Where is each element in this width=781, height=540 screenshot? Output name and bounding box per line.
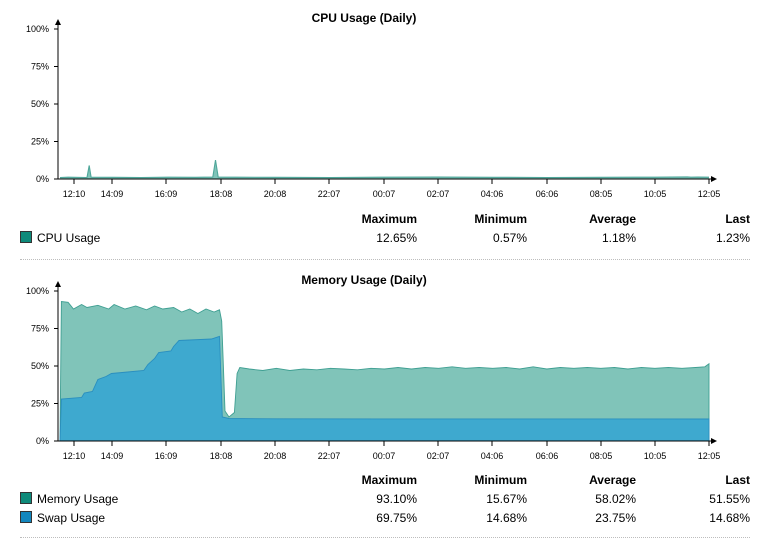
x-tick-label: 20:08: [264, 451, 287, 461]
cpu-stats-table: Maximum Minimum Average Last CPU Usage 1…: [20, 212, 750, 250]
y-tick-label: 25%: [31, 137, 49, 147]
section-divider: [20, 259, 750, 260]
y-tick-label: 0%: [36, 436, 49, 446]
memory-chart-title: Memory Usage (Daily): [301, 273, 426, 287]
x-tick-label: 12:05: [698, 189, 721, 199]
legend-swatch: [20, 511, 32, 523]
y-axis-arrow: [55, 19, 61, 25]
legend-swatch: [20, 231, 32, 243]
value-minimum: 14.68%: [486, 511, 527, 525]
stats-header-row: Maximum Minimum Average Last: [20, 212, 750, 231]
section-divider: [20, 537, 750, 538]
cpu-usage-chart: CPU Usage (Daily) 100% 75% 50% 25% 0% 12:10 14:…: [26, 11, 721, 199]
x-tick-label: 08:05: [590, 189, 613, 199]
y-tick-label: 25%: [31, 399, 49, 409]
value-average: 58.02%: [595, 492, 636, 506]
value-average: 23.75%: [595, 511, 636, 525]
value-last: 14.68%: [709, 511, 750, 525]
value-average: 1.18%: [601, 231, 636, 245]
x-tick-label: 00:07: [373, 451, 396, 461]
col-maximum-header: Maximum: [361, 212, 417, 226]
legend-swap-usage: Swap Usage: [20, 511, 105, 525]
x-tick-label: 20:08: [264, 189, 287, 199]
x-tick-label: 06:06: [536, 451, 559, 461]
value-minimum: 15.67%: [486, 492, 527, 506]
x-tick-label: 12:10: [63, 451, 86, 461]
x-tick-label: 18:08: [210, 451, 233, 461]
x-axis-arrow: [711, 438, 717, 444]
y-tick-label: 100%: [26, 286, 49, 296]
x-tick-label: 08:05: [590, 451, 613, 461]
y-tick-label: 100%: [26, 24, 49, 34]
stats-row-swap-usage: Swap Usage 69.75% 14.68% 23.75% 14.68%: [20, 511, 750, 530]
y-axis-arrow: [55, 281, 61, 287]
series-line-cpu-usage: [59, 160, 710, 179]
x-tick-label: 10:05: [644, 451, 667, 461]
col-last-header: Last: [725, 212, 750, 226]
stats-row-memory-usage: Memory Usage 93.10% 15.67% 58.02% 51.55%: [20, 492, 750, 511]
legend-label: Swap Usage: [37, 511, 106, 525]
x-tick-label: 06:06: [536, 189, 559, 199]
x-tick-label: 00:07: [373, 189, 396, 199]
x-tick-label: 16:09: [155, 451, 178, 461]
legend-cpu-usage: CPU Usage: [20, 231, 100, 245]
memory-usage-chart: Memory Usage (Daily) 100% 75% 50% 25% 0% 12:10…: [26, 273, 721, 461]
y-tick-label: 75%: [31, 62, 49, 72]
memory-stats-table: Maximum Minimum Average Last Memory Usag…: [20, 473, 750, 530]
x-tick-label: 18:08: [210, 189, 233, 199]
col-last-header: Last: [725, 473, 750, 487]
y-tick-label: 0%: [36, 174, 49, 184]
value-maximum: 93.10%: [376, 492, 417, 506]
value-last: 51.55%: [709, 492, 750, 506]
x-tick-label: 10:05: [644, 189, 667, 199]
x-tick-label: 04:06: [481, 451, 504, 461]
value-last: 1.23%: [715, 231, 750, 245]
x-tick-label: 02:07: [427, 189, 450, 199]
series-area-swap-usage: [59, 335, 710, 442]
x-tick-label: 12:05: [698, 451, 721, 461]
col-average-header: Average: [589, 473, 636, 487]
legend-memory-usage: Memory Usage: [20, 492, 118, 506]
legend-label: CPU Usage: [37, 231, 101, 245]
value-maximum: 12.65%: [376, 231, 417, 245]
series-area-cpu-usage: [60, 160, 709, 179]
legend-label: Memory Usage: [37, 492, 119, 506]
x-tick-label: 22:07: [318, 451, 341, 461]
stats-header-row: Maximum Minimum Average Last: [20, 473, 750, 492]
x-tick-label: 12:10: [63, 189, 86, 199]
stats-row-cpu-usage: CPU Usage 12.65% 0.57% 1.18% 1.23%: [20, 231, 750, 250]
x-tick-label: 02:07: [427, 451, 450, 461]
x-tick-label: 22:07: [318, 189, 341, 199]
y-tick-label: 50%: [31, 99, 49, 109]
col-minimum-header: Minimum: [474, 473, 527, 487]
y-tick-label: 75%: [31, 324, 49, 334]
col-average-header: Average: [589, 212, 636, 226]
x-axis-arrow: [711, 176, 717, 182]
value-minimum: 0.57%: [492, 231, 527, 245]
y-tick-label: 50%: [31, 361, 49, 371]
x-tick-label: 04:06: [481, 189, 504, 199]
x-tick-label: 14:09: [101, 189, 124, 199]
cpu-chart-title: CPU Usage (Daily): [312, 11, 417, 25]
value-maximum: 69.75%: [376, 511, 417, 525]
legend-swatch: [20, 492, 32, 504]
x-tick-label: 14:09: [101, 451, 124, 461]
col-minimum-header: Minimum: [474, 212, 527, 226]
x-tick-label: 16:09: [155, 189, 178, 199]
col-maximum-header: Maximum: [361, 473, 417, 487]
